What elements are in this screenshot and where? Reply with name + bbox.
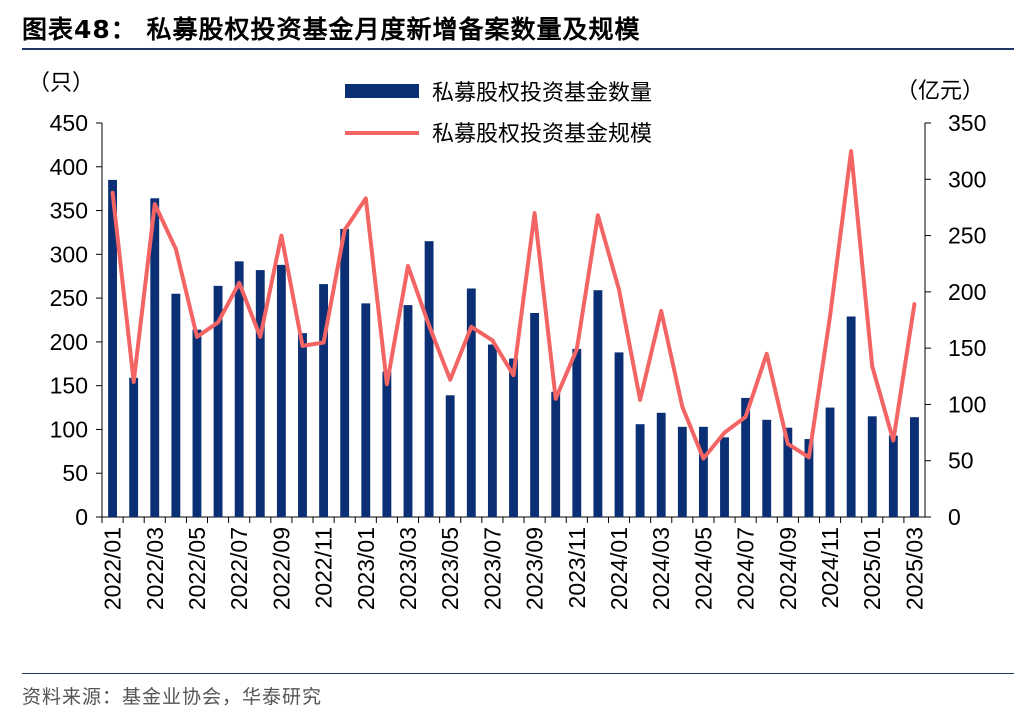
bar (698, 426, 708, 517)
x-tick-label: 2023/07 (479, 527, 505, 610)
footer-rule (22, 673, 1014, 674)
x-tick-label: 2024/03 (648, 527, 674, 610)
bar (487, 344, 497, 517)
bar (614, 352, 624, 517)
left-tick-label: 350 (50, 198, 88, 224)
right-axis-unit: （亿元） (896, 78, 984, 103)
left-tick-label: 100 (50, 416, 88, 442)
x-tick-label: 2023/09 (522, 527, 548, 610)
bar (656, 412, 666, 517)
bar (171, 293, 181, 517)
left-tick-label: 400 (50, 154, 88, 180)
bar (910, 417, 919, 517)
x-tick-label: 2022/05 (184, 527, 210, 610)
left-tick-label: 450 (50, 110, 88, 136)
bar (867, 416, 877, 517)
x-tick-label: 2023/11 (564, 527, 590, 608)
bar (255, 270, 265, 517)
bar (825, 407, 835, 517)
bar (888, 435, 898, 517)
bar (846, 316, 856, 517)
right-tick-label: 150 (948, 335, 986, 361)
bar (382, 371, 392, 517)
bar (783, 427, 793, 517)
bar (572, 348, 582, 517)
x-tick-label: 2022/09 (268, 527, 294, 610)
bar (361, 303, 371, 517)
bar (108, 179, 117, 517)
x-tick-label: 2023/01 (353, 527, 379, 610)
bar-series (108, 179, 919, 518)
left-axis-unit: （只） (28, 70, 94, 95)
legend-label-line: 私募股权投资基金规模 (432, 121, 652, 146)
bar (319, 284, 329, 517)
bar (213, 285, 223, 517)
x-tick-label: 2022/11 (311, 527, 337, 608)
left-tick-label: 50 (62, 460, 88, 486)
bar (298, 333, 307, 517)
x-tick-label: 2024/09 (775, 527, 801, 610)
bar (150, 198, 160, 517)
left-tick-label: 0 (75, 504, 88, 530)
bar (403, 305, 413, 517)
bar (741, 397, 751, 517)
x-tick-label: 2022/01 (100, 527, 126, 610)
bar (509, 358, 518, 517)
bar (129, 377, 139, 517)
x-tick-label: 2023/05 (437, 527, 463, 610)
bar (762, 419, 772, 517)
right-tick-label: 250 (948, 223, 986, 249)
bar (593, 290, 603, 517)
right-tick-label: 300 (948, 166, 986, 192)
right-tick-label: 350 (948, 110, 986, 136)
bar (677, 426, 687, 517)
legend-swatch-bar (345, 84, 419, 98)
bar (720, 437, 729, 517)
right-tick-label: 0 (948, 504, 961, 530)
left-tick-label: 150 (50, 373, 88, 399)
bar (192, 329, 202, 517)
axes: 0 50 100 150 200 250 300 350 400 450 0 50 100 150 200 2… (28, 70, 986, 610)
x-tick-label: 2023/03 (395, 527, 421, 610)
bar (530, 312, 540, 517)
x-tick-label: 2024/07 (733, 527, 759, 610)
right-tick-label: 200 (948, 279, 986, 305)
bar (445, 395, 455, 517)
chart-title: 图表48： 私募股权投资基金月度新增备案数量及规模 (22, 15, 641, 44)
x-tick-label: 2024/05 (690, 527, 716, 610)
x-tick-label: 2024/11 (817, 527, 843, 608)
line-series (110, 149, 917, 461)
x-tick-label: 2022/07 (226, 527, 252, 610)
source-note: 资料来源：基金业协会，华泰研究 (22, 686, 323, 708)
bar (635, 424, 645, 517)
right-tick-label: 100 (948, 391, 986, 417)
x-tick-label: 2025/03 (901, 527, 927, 610)
x-tick-label: 2024/01 (606, 527, 632, 610)
left-tick-label: 200 (50, 329, 88, 355)
legend-label-bar: 私募股权投资基金数量 (432, 80, 652, 105)
bar (424, 241, 434, 517)
left-tick-label: 250 (50, 285, 88, 311)
bar (466, 288, 476, 517)
x-tick-label: 2022/03 (142, 527, 168, 610)
title-rule (22, 48, 1014, 50)
bar (551, 391, 561, 517)
bar (804, 439, 814, 517)
scale-line (110, 149, 917, 461)
bar (340, 228, 350, 518)
left-tick-label: 300 (50, 241, 88, 267)
bar (276, 264, 286, 517)
x-tick-label: 2025/01 (859, 527, 885, 610)
right-tick-label: 50 (948, 448, 974, 474)
bar (234, 261, 244, 517)
